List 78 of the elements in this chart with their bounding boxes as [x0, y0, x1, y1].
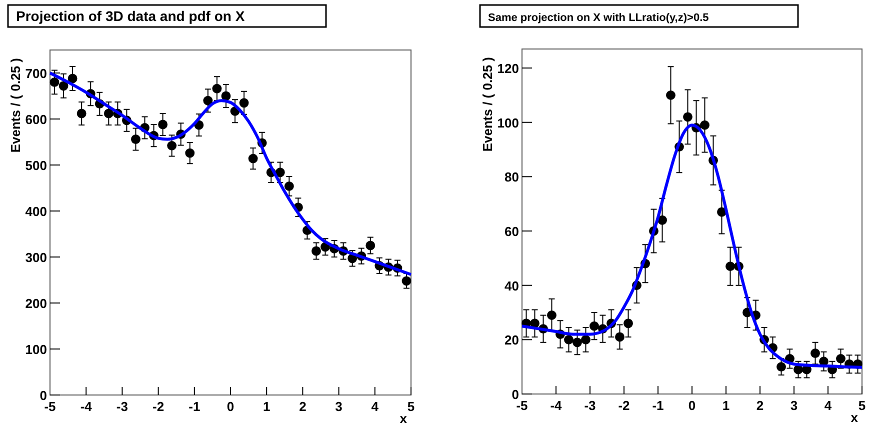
- y-tick-label: 40: [504, 278, 519, 294]
- x-tick-label: 3: [335, 399, 342, 414]
- chart-title: Same projection on X with LLratio(y,z)>0.5: [488, 12, 709, 24]
- line-series: [48, 72, 412, 276]
- x-axis-title: x: [400, 411, 408, 426]
- point: [547, 310, 556, 320]
- point: [284, 181, 294, 191]
- x-tick-label: 0: [688, 398, 696, 413]
- y-tick-label: 700: [25, 66, 47, 81]
- x-tick-label: 5: [407, 399, 415, 414]
- x-tick-label: 0: [226, 399, 234, 414]
- point: [248, 154, 258, 164]
- point: [402, 276, 412, 286]
- y-tick-label: 300: [25, 250, 47, 265]
- point: [810, 348, 820, 358]
- x-tick-label: 2: [756, 398, 764, 413]
- y-tick-label: 400: [25, 204, 47, 219]
- point: [221, 91, 231, 101]
- point: [658, 215, 667, 225]
- x-tick-label: 4: [371, 399, 380, 414]
- y-tick-label: 600: [25, 112, 47, 127]
- x-tick-label: 2: [299, 399, 306, 414]
- x-tick-label: -3: [116, 399, 128, 414]
- x-tick-label: -1: [188, 399, 200, 414]
- y-tick-label: 100: [497, 115, 519, 130]
- y-tick-label: 200: [25, 296, 47, 311]
- point: [572, 338, 582, 348]
- point: [275, 168, 285, 178]
- point: [615, 332, 624, 342]
- point: [158, 120, 168, 130]
- point: [50, 77, 60, 87]
- y-tick-label: 60: [504, 224, 519, 240]
- point: [239, 98, 249, 108]
- point: [366, 240, 376, 250]
- chart-title: Projection of 3D data and pdf on X: [16, 8, 246, 24]
- x-tick-label: -4: [80, 399, 93, 414]
- y-axis-title: Events / ( 0.25 ): [480, 57, 495, 152]
- x-tick-label: -3: [584, 398, 596, 413]
- point: [700, 120, 710, 130]
- y-tick-label: 500: [25, 158, 47, 173]
- x-tick-label: -2: [618, 398, 630, 413]
- point: [131, 134, 140, 144]
- point: [212, 84, 222, 94]
- x-tick-label: -2: [152, 399, 164, 414]
- point: [312, 246, 321, 256]
- y-tick-label: 80: [504, 170, 519, 185]
- y-tick-label: 100: [25, 342, 47, 357]
- x-tick-label: 5: [858, 398, 866, 413]
- y-tick-label: 0: [512, 387, 519, 402]
- x-tick-label: -4: [550, 398, 563, 413]
- point: [776, 362, 786, 372]
- point: [203, 96, 213, 106]
- x-tick-label: 1: [262, 399, 270, 414]
- x-axis-title: x: [850, 410, 859, 425]
- x-tick-label: -5: [516, 398, 528, 413]
- point: [185, 148, 195, 158]
- point: [58, 81, 68, 91]
- x-tick-label: 4: [824, 398, 832, 413]
- point: [581, 334, 590, 344]
- x-tick-label: -5: [44, 399, 56, 414]
- y-tick-label: 120: [497, 61, 519, 76]
- point: [167, 140, 177, 150]
- y-tick-label: 20: [504, 332, 519, 348]
- point: [76, 108, 86, 118]
- x-tick-label: -1: [652, 398, 664, 413]
- point: [726, 262, 735, 272]
- point: [104, 108, 114, 118]
- point: [564, 334, 574, 344]
- point: [624, 318, 633, 328]
- point: [836, 354, 846, 364]
- point: [666, 90, 676, 100]
- point: [68, 74, 78, 84]
- point: [590, 321, 599, 331]
- point: [683, 112, 692, 122]
- y-axis-title: Events / ( 0.25 ): [8, 58, 23, 153]
- x-tick-label: 1: [722, 398, 730, 413]
- x-tick-label: 3: [790, 398, 798, 413]
- y-tick-label: 0: [40, 388, 47, 403]
